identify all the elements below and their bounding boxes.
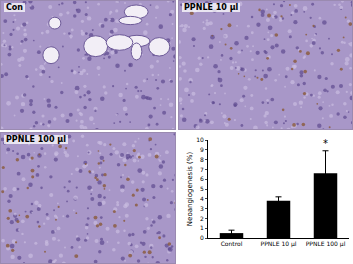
svg-text:7: 7: [200, 166, 204, 173]
svg-text:PPNLE 10 μl: PPNLE 10 μl: [261, 240, 297, 248]
svg-text:10: 10: [196, 136, 204, 143]
html-text:PPNLE 100 μl: PPNLE 100 μl: [6, 135, 66, 144]
svg-text:Neoangiogenesis (%): Neoangiogenesis (%): [186, 152, 194, 227]
svg-text:6: 6: [200, 175, 204, 182]
svg-text:PPNLE 100 μl: PPNLE 100 μl: [306, 240, 346, 248]
svg-text:*: *: [323, 138, 328, 149]
svg-text:1: 1: [200, 224, 204, 231]
svg-text:8: 8: [200, 156, 204, 163]
svg-text:2: 2: [200, 215, 204, 222]
svg-text:5: 5: [200, 185, 204, 192]
svg-text:9: 9: [200, 146, 204, 153]
svg-text:3: 3: [200, 205, 204, 212]
html-text:Con: Con: [6, 3, 24, 12]
svg-text:Control: Control: [221, 240, 243, 247]
svg-text:0: 0: [200, 234, 204, 241]
html-text:PPNLE 10 μl: PPNLE 10 μl: [184, 3, 239, 12]
svg-text:4: 4: [200, 195, 204, 202]
